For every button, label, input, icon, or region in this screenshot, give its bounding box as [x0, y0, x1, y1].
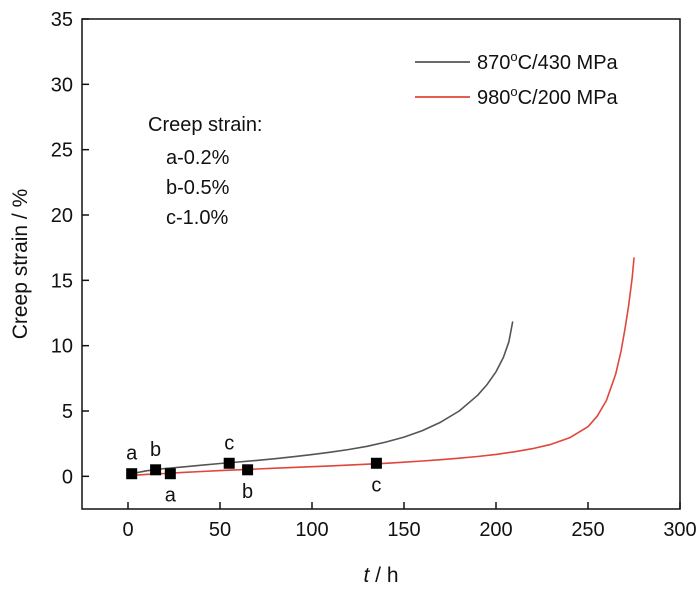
- x-tick-label: 50: [209, 519, 231, 541]
- y-tick-label: 0: [62, 466, 73, 488]
- series-line-0: [127, 321, 514, 476]
- annotation-line-c: c-1.0%: [166, 207, 228, 229]
- marker-a: [164, 468, 176, 480]
- y-axis-title: Creep strain / %: [9, 189, 32, 340]
- marker-a: [126, 468, 138, 480]
- y-tick-label: 30: [51, 74, 73, 96]
- x-tick-label: 250: [571, 519, 604, 541]
- y-tick-label: 35: [51, 9, 73, 31]
- legend-label-980: 980oC/200 MPa: [477, 84, 619, 109]
- marker-b: [150, 464, 162, 476]
- marker-label-a: a: [126, 443, 138, 465]
- marker-label-a: a: [165, 485, 177, 507]
- y-tick-label: 5: [62, 401, 73, 423]
- marker-b: [242, 464, 254, 476]
- y-tick-label: 20: [51, 205, 73, 227]
- creep-strain-annotation: Creep strain: a-0.2% b-0.5% c-1.0%: [148, 114, 263, 229]
- legend: 870oC/430 MPa 980oC/200 MPa: [415, 49, 619, 109]
- marker-label-c: c: [371, 474, 381, 496]
- annotation-line-a: a-0.2%: [166, 147, 230, 169]
- y-axis: 0 5 10 15 20 25 30 35: [51, 9, 89, 488]
- x-tick-label: 100: [295, 519, 328, 541]
- y-tick-label: 25: [51, 140, 73, 162]
- x-axis: 0 50 100 150 200 250 300: [122, 502, 697, 541]
- marker-c: [223, 457, 235, 469]
- x-tick-label: 0: [122, 519, 133, 541]
- series-line-1: [127, 257, 635, 477]
- series-layer: [127, 257, 635, 477]
- plot-frame: [81, 18, 681, 510]
- y-tick-label: 10: [51, 336, 73, 358]
- annotation-title: Creep strain:: [148, 114, 263, 136]
- marker-label-c: c: [224, 432, 234, 454]
- x-tick-label: 150: [387, 519, 420, 541]
- x-axis-title: t / h: [363, 564, 398, 587]
- marker-c: [370, 457, 382, 469]
- marker-label-b: b: [150, 439, 161, 461]
- y-tick-label: 15: [51, 270, 73, 292]
- legend-label-870: 870oC/430 MPa: [477, 49, 619, 74]
- x-tick-label: 200: [479, 519, 512, 541]
- marker-label-b: b: [242, 481, 253, 503]
- x-tick-label: 300: [663, 519, 696, 541]
- annotation-line-b: b-0.5%: [166, 177, 230, 199]
- marker-layer: a b ca b c: [126, 432, 382, 507]
